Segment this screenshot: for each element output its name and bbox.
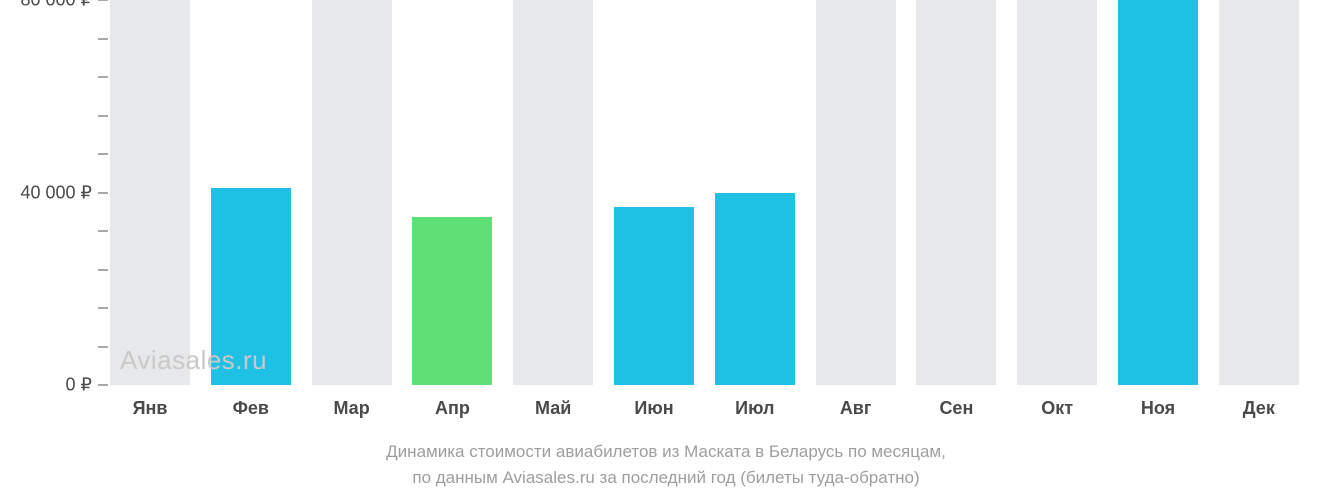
- bar: [1118, 0, 1198, 385]
- x-axis-label: Сен: [906, 398, 1006, 419]
- y-tick: [98, 192, 108, 194]
- bar: [1017, 0, 1097, 385]
- y-tick: [98, 307, 108, 309]
- bar-slot: [916, 0, 996, 385]
- x-axis-label: Фев: [201, 398, 301, 419]
- y-tick: [98, 115, 108, 117]
- bar-slot: [513, 0, 593, 385]
- bar-slot: [614, 0, 694, 385]
- x-axis-label: Апр: [402, 398, 502, 419]
- y-tick: [98, 230, 108, 232]
- bar-slot: [1219, 0, 1299, 385]
- bar: [312, 0, 392, 385]
- bar-slot: [412, 0, 492, 385]
- y-tick: [98, 76, 108, 78]
- bar: [614, 207, 694, 385]
- price-by-month-bar-chart: 0 ₽ 40 000 ₽ 80 000 ₽ ЯнвФевМарАпрМайИюнИю…: [0, 0, 1332, 502]
- y-tick: [98, 0, 108, 1]
- x-axis-label: Июл: [705, 398, 805, 419]
- bar-slot: [1118, 0, 1198, 385]
- x-axis-label: Мар: [302, 398, 402, 419]
- bar-slot: [715, 0, 795, 385]
- y-tick: [98, 153, 108, 155]
- plot-area: [110, 0, 1320, 385]
- x-axis-label: Окт: [1007, 398, 1107, 419]
- x-axis-label: Дек: [1209, 398, 1309, 419]
- bar: [110, 0, 190, 385]
- bar: [1219, 0, 1299, 385]
- bar: [715, 193, 795, 386]
- y-tick: [98, 38, 108, 40]
- x-axis-label: Янв: [100, 398, 200, 419]
- bar: [211, 188, 291, 385]
- x-axis-label: Июн: [604, 398, 704, 419]
- bar: [513, 0, 593, 385]
- y-tick: [98, 346, 108, 348]
- bar: [412, 217, 492, 385]
- y-axis-label: 40 000 ₽: [20, 182, 92, 203]
- y-axis-label: 0 ₽: [66, 375, 92, 396]
- bar-slot: [816, 0, 896, 385]
- y-tick: [98, 384, 108, 386]
- x-axis-label: Ноя: [1108, 398, 1208, 419]
- y-tick: [98, 269, 108, 271]
- x-axis-label: Май: [503, 398, 603, 419]
- bar: [816, 0, 896, 385]
- x-axis-label: Авг: [806, 398, 906, 419]
- bar: [916, 0, 996, 385]
- bar-slot: [1017, 0, 1097, 385]
- caption-line-1: Динамика стоимости авиабилетов из Маскат…: [0, 440, 1332, 465]
- bar-slot: [211, 0, 291, 385]
- bar-slot: [312, 0, 392, 385]
- y-axis-label: 80 000 ₽: [20, 0, 92, 11]
- bar-slot: [110, 0, 190, 385]
- caption-line-2: по данным Aviasales.ru за последний год …: [0, 466, 1332, 491]
